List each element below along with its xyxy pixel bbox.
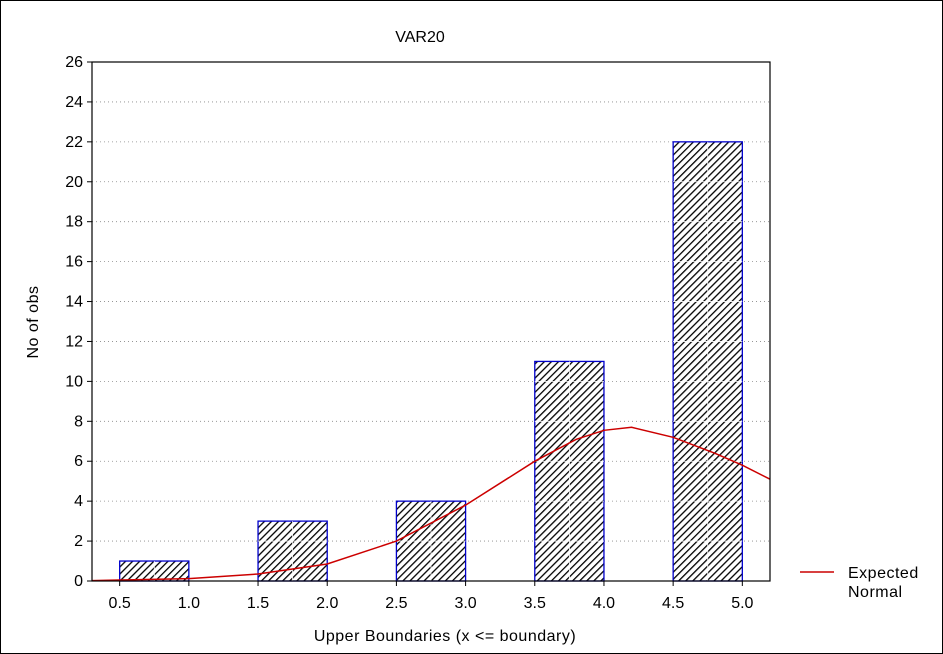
legend: Expected Normal bbox=[800, 565, 919, 601]
y-tick-label: 16 bbox=[65, 254, 83, 271]
x-tick-label: 2.0 bbox=[316, 595, 338, 612]
y-tick-label: 24 bbox=[65, 94, 83, 111]
y-axis-label: No of obs bbox=[25, 286, 42, 359]
y-tick-label: 22 bbox=[65, 134, 83, 151]
chart-title: VAR20 bbox=[395, 29, 445, 46]
x-tick-label: 4.0 bbox=[593, 595, 615, 612]
legend-label-line2: Normal bbox=[848, 584, 903, 601]
x-tick-label: 1.0 bbox=[178, 595, 200, 612]
y-tick-label: 20 bbox=[65, 174, 83, 191]
y-tick-label: 14 bbox=[65, 294, 83, 311]
gridlines bbox=[92, 101, 770, 542]
legend-label-line1: Expected bbox=[848, 565, 919, 582]
x-axis-label: Upper Boundaries (x <= boundary) bbox=[314, 628, 576, 645]
y-tick-label: 0 bbox=[74, 573, 83, 590]
y-tick-label: 8 bbox=[74, 413, 83, 430]
x-tick-label: 0.5 bbox=[109, 595, 131, 612]
bars bbox=[119, 141, 743, 582]
plot-area bbox=[91, 61, 771, 582]
expected-normal-curve bbox=[91, 426, 771, 582]
x-tick-label: 2.5 bbox=[385, 595, 407, 612]
x-tick-label: 3.5 bbox=[524, 595, 546, 612]
x-tick-label: 5.0 bbox=[731, 595, 753, 612]
x-tick-label: 3.0 bbox=[454, 595, 476, 612]
x-axis-ticks: 0.5 1.0 1.5 2.0 2.5 3.0 3.5 4.0 4.5 5.0 bbox=[109, 581, 754, 612]
y-tick-label: 4 bbox=[74, 493, 83, 510]
y-tick-label: 26 bbox=[65, 54, 83, 71]
y-tick-label: 6 bbox=[74, 453, 83, 470]
x-tick-label: 4.5 bbox=[662, 595, 684, 612]
y-tick-label: 18 bbox=[65, 214, 83, 231]
y-tick-label: 12 bbox=[65, 333, 83, 350]
y-tick-label: 2 bbox=[74, 533, 83, 550]
y-tick-label: 10 bbox=[65, 373, 83, 390]
x-tick-label: 1.5 bbox=[247, 595, 269, 612]
